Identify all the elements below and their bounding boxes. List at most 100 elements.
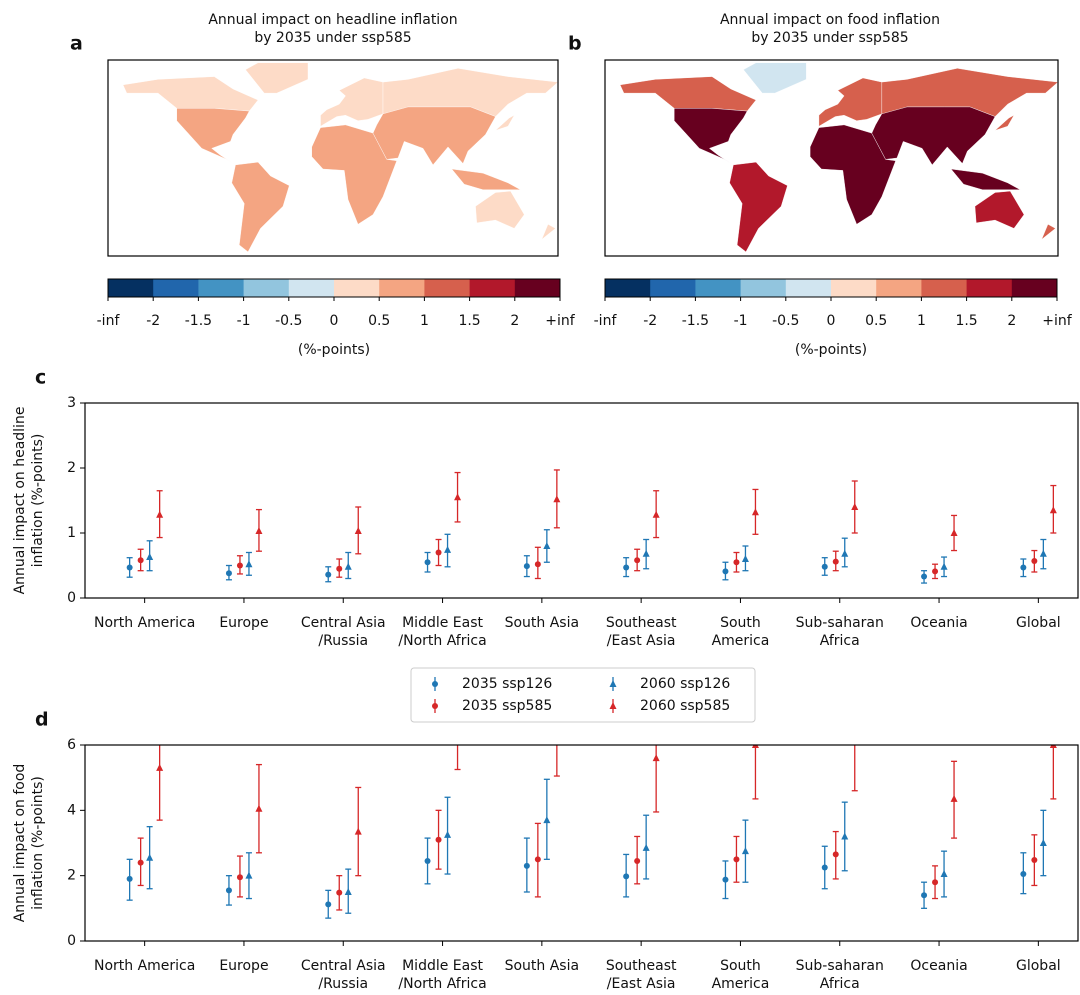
y-axis-label: Annual impact on food	[12, 764, 28, 923]
marker-circle	[722, 876, 729, 883]
colorbar-segment	[514, 279, 561, 297]
marker-triangle	[354, 527, 362, 535]
x-tick-label: South Asia	[505, 958, 579, 974]
plot-area	[126, 469, 1057, 584]
x-tick-label-line: South	[720, 615, 761, 631]
legend-label: 2035 ssp126	[462, 676, 552, 692]
x-tick-label-line: North America	[94, 615, 195, 631]
axes-frame	[84, 744, 1079, 942]
legend-label: 2035 ssp585	[462, 698, 552, 714]
marker-circle	[325, 901, 332, 908]
country-region	[871, 106, 996, 166]
marker-circle	[932, 879, 939, 886]
marker-circle	[921, 573, 928, 580]
colorbar-segment	[469, 279, 516, 297]
x-tick-label-line: Sub-saharan	[796, 958, 884, 974]
marker-triangle	[1039, 549, 1047, 557]
marker-circle	[435, 836, 442, 843]
y-tick-label: 2	[67, 460, 76, 476]
x-tick-label-line: Middle East	[402, 958, 483, 974]
marker-triangle	[642, 549, 650, 557]
axes-frame	[84, 402, 1079, 599]
country-region	[818, 77, 883, 127]
marker-circle	[534, 561, 541, 568]
colorbar-tick-label: 1	[917, 313, 926, 329]
x-tick-label-line: Central Asia	[301, 615, 386, 631]
colorbar-tick-label: -inf	[594, 313, 618, 329]
colorbar-segment	[379, 279, 425, 297]
country-region	[541, 223, 556, 240]
legend-marker	[609, 680, 617, 687]
marker-circle	[821, 563, 828, 570]
colorbar-segment	[831, 279, 877, 297]
country-region	[950, 168, 1021, 190]
panel-label: c	[35, 367, 46, 389]
colorbar-tick-label: +inf	[545, 313, 575, 329]
marker-circle	[137, 557, 144, 564]
colorbar-tick-label: 0.5	[368, 313, 390, 329]
colorbar-segment	[966, 279, 1013, 297]
country-region	[1041, 223, 1056, 240]
map-frame	[107, 59, 559, 257]
x-tick-label: Europe	[219, 615, 268, 631]
legend-marker	[432, 681, 438, 687]
x-tick-label-line: /Russia	[318, 976, 368, 992]
country-region	[451, 168, 521, 190]
marker-circle	[225, 887, 232, 894]
colorbar-tick-label: -0.5	[772, 313, 799, 329]
x-tick-label: Sub-saharan Africa	[796, 958, 884, 992]
marker-circle	[921, 892, 928, 899]
marker-triangle	[652, 754, 660, 762]
marker-circle	[225, 570, 232, 577]
country-region	[994, 114, 1015, 131]
x-tick-label-line: Sub-saharan	[796, 615, 884, 631]
colorbar-tick-label: -1	[734, 313, 748, 329]
marker-triangle	[1049, 506, 1057, 514]
colorbar-segment	[740, 279, 787, 297]
x-tick-label-line: Oceania	[910, 958, 967, 974]
country-region	[729, 161, 788, 253]
marker-triangle	[344, 562, 352, 570]
x-tick-label: North America	[94, 958, 195, 974]
x-tick-label-line: Africa	[820, 976, 860, 992]
colorbar-segment	[424, 279, 471, 297]
map-title: Annual impact on headline inflation	[208, 12, 457, 28]
x-tick-label: Europe	[219, 958, 268, 974]
marker-triangle	[940, 562, 948, 570]
x-tick-label-line: /East Asia	[607, 633, 676, 649]
colorbar-tick-label: 0	[827, 313, 836, 329]
y-axis-label: inflation (%-points)	[30, 776, 46, 910]
legend-label: 2060 ssp126	[640, 676, 730, 692]
marker-circle	[137, 859, 144, 866]
colorbar-segment	[650, 279, 696, 297]
y-tick-label: 1	[67, 525, 76, 541]
x-tick-label: Sub-saharan Africa	[796, 615, 884, 649]
x-tick-label: Oceania	[910, 958, 967, 974]
marker-circle	[236, 562, 243, 569]
x-tick-label: North America	[94, 615, 195, 631]
marker-triangle	[841, 549, 849, 557]
x-tick-label: South America	[712, 615, 770, 649]
x-tick-label: Southeast/East Asia	[606, 958, 677, 992]
marker-circle	[1031, 557, 1038, 564]
marker-circle	[336, 565, 343, 572]
marker-circle	[623, 873, 630, 880]
country-region	[619, 76, 757, 112]
x-tick-label-line: South Asia	[505, 958, 579, 974]
colorbar-tick-label: 2	[510, 313, 519, 329]
colorbar-tick-label: +inf	[1042, 313, 1072, 329]
marker-triangle	[344, 888, 352, 895]
marker-triangle	[940, 870, 948, 878]
x-tick-label-line: /Russia	[318, 633, 368, 649]
marker-circle	[126, 875, 133, 882]
marker-triangle	[553, 495, 561, 503]
marker-circle	[821, 864, 828, 871]
marker-triangle	[950, 529, 958, 536]
marker-triangle	[354, 827, 362, 835]
colorbar-segment	[288, 279, 335, 297]
marker-circle	[523, 862, 530, 869]
marker-circle	[634, 557, 641, 564]
marker-triangle	[444, 545, 452, 553]
x-tick-label: South America	[712, 958, 770, 992]
marker-triangle	[741, 555, 749, 562]
